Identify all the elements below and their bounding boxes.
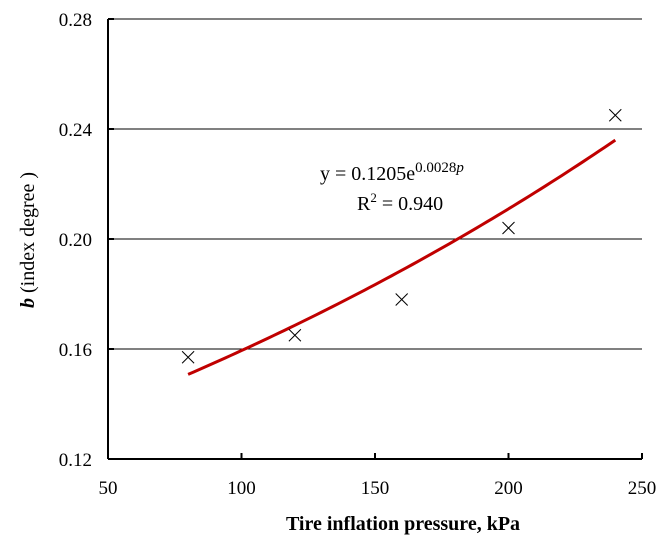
y-tick-label: 0.12 — [59, 450, 92, 471]
data-point — [502, 221, 515, 235]
y-axis-rest: (index degree ) — [17, 172, 39, 298]
tick-labels: 0.12 0.16 0.20 0.24 0.28 50 100 150 200 250 — [59, 10, 657, 499]
axes — [107, 18, 643, 460]
data-point-stroke — [288, 328, 302, 342]
trendline-path — [187, 138, 617, 376]
data-point — [608, 108, 622, 122]
x-tick-label: 50 — [99, 478, 118, 499]
r2-sup: 2 — [370, 190, 377, 205]
data-point — [181, 350, 195, 364]
y-tick-label: 0.24 — [59, 120, 93, 141]
data-point-stroke — [181, 350, 195, 364]
data-point — [288, 328, 302, 342]
r-squared: R2 = 0.940 — [357, 190, 443, 215]
equation-exponent-var: p — [455, 160, 464, 176]
x-tick-label: 100 — [227, 478, 256, 499]
data-points — [181, 108, 622, 364]
r2-prefix: R — [357, 193, 371, 215]
data-point-stroke — [395, 293, 409, 306]
data-point — [395, 293, 409, 306]
data-point-stroke — [502, 221, 515, 235]
equation-prefix: y = 0.1205e — [320, 163, 415, 185]
equation-exponent: 0.0028 — [415, 160, 456, 176]
x-tick-label: 150 — [361, 478, 390, 499]
y-tick-label: 0.16 — [59, 340, 92, 361]
trend-equation: y = 0.1205e0.0028p — [320, 160, 464, 185]
y-axis-var: b — [17, 298, 39, 308]
grid — [108, 18, 642, 350]
y-tick-label: 0.28 — [59, 10, 92, 31]
x-axis-title: Tire inflation pressure, kPa — [286, 513, 520, 535]
r2-value: = 0.940 — [377, 193, 443, 215]
trendline — [187, 138, 617, 376]
data-point-stroke — [608, 108, 622, 122]
y-axis-title: b (index degree ) — [17, 172, 39, 308]
x-tick-label: 200 — [494, 478, 523, 499]
y-tick-label: 0.20 — [59, 230, 92, 251]
x-tick-label: 250 — [628, 478, 657, 499]
